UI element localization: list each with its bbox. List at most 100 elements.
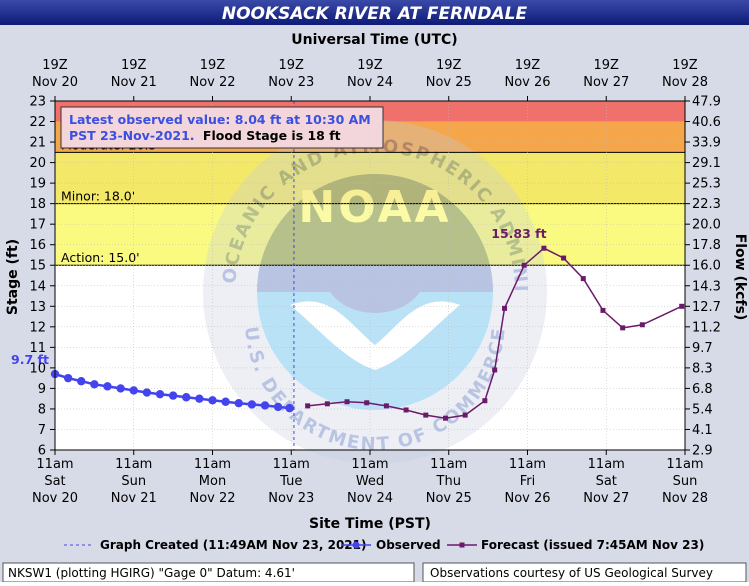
forecast-point (679, 303, 685, 309)
bottom-tick-label-day: Sun (121, 474, 146, 489)
bottom-tick-label-time: 11am (273, 457, 310, 472)
forecast-point (620, 325, 626, 331)
forecast-point (561, 255, 567, 261)
top-axis-ticks: 19Z Nov 20 19Z Nov 21 19Z Nov 22 19Z Nov 23 19Z N… (32, 58, 708, 101)
observed-point (273, 402, 283, 412)
right-tick-label: 14.3 (692, 279, 721, 294)
right-tick-label: 47.9 (692, 95, 721, 110)
right-tick-label: 4.1 (692, 423, 713, 438)
bottom-tick-label-day: Sat (596, 474, 617, 489)
right-tick-label: 22.3 (692, 197, 721, 212)
bottom-tick-label-day: Tue (279, 474, 302, 489)
series-observed (50, 369, 294, 413)
left-tick-label: 23 (29, 95, 46, 110)
observed-point (168, 391, 178, 400)
flood-stage-text: Flood Stage is 18 ft (203, 128, 341, 143)
chart-title: NOOKSACK RIVER AT FERNDALE (222, 4, 528, 24)
right-tick-label: 33.9 (692, 136, 721, 151)
latest-observed-date: PST 23-Nov-2021. (69, 128, 195, 143)
observed-point (208, 396, 217, 405)
legend-observed: Observed (376, 538, 441, 552)
threshold-label: Action: 15.0' (61, 250, 140, 265)
bottom-tick-label-day: Sun (673, 474, 698, 489)
right-tick-label: 9.7 (692, 341, 713, 356)
right-tick-label: 25.3 (692, 177, 721, 192)
bottom-tick-label-date: Nov 28 (662, 491, 708, 506)
title-bar (0, 0, 749, 25)
top-tick-label-hour: 19Z (279, 58, 305, 73)
bottom-tick-label-date: Nov 23 (268, 491, 314, 506)
series-forecast (305, 245, 685, 421)
bottom-tick-label-date: Nov 21 (111, 491, 157, 506)
forecast-point (364, 400, 370, 406)
bottom-tick-label-date: Nov 27 (583, 491, 629, 506)
top-tick-label-date: Nov 20 (32, 75, 78, 90)
top-tick-label-date: Nov 27 (583, 75, 629, 90)
legend-observed-swatch-marker (352, 541, 360, 549)
forecast-point (600, 307, 606, 313)
left-tick-label: 11 (29, 341, 46, 356)
bottom-tick-label-day: Fri (520, 474, 536, 489)
bottom-tick-label-date: Nov 25 (426, 491, 472, 506)
y-axis-right-label: Flow (kcfs) (732, 234, 748, 321)
left-tick-label: 9 (38, 382, 46, 397)
left-tick-label: 6 (38, 444, 46, 459)
threshold-label: Minor: 18.0' (61, 189, 135, 204)
right-tick-label: 17.8 (692, 238, 721, 253)
bottom-tick-label-time: 11am (194, 457, 231, 472)
left-tick-label: 15 (29, 259, 46, 274)
bottom-tick-label-time: 11am (115, 457, 152, 472)
bottom-tick-label-date: Nov 20 (32, 491, 78, 506)
watermark-outer-ring (203, 120, 547, 464)
forecast-point (462, 412, 468, 418)
left-tick-label: 13 (29, 300, 46, 315)
bottom-tick-label-day: Wed (356, 474, 384, 489)
observed-point (129, 386, 138, 395)
right-tick-label: 40.6 (692, 115, 721, 130)
footer-datum: NKSW1 (plotting HGIRG) "Gage 0" Datum: 4… (8, 566, 295, 580)
band-minor (55, 152, 685, 204)
series-line (307, 247, 683, 419)
forecast-point (639, 322, 645, 328)
left-tick-label: 18 (29, 197, 46, 212)
grid-lines (55, 101, 685, 450)
latest-observed-box-frame (60, 106, 384, 149)
right-axis-ticks: 2.9 4.1 5.4 6.8 8.3 9.7 11.2 12.7 14.3 16.0 17.8 20… (685, 95, 721, 459)
forecast-point (442, 415, 448, 421)
top-tick-label-hour: 19Z (594, 58, 620, 73)
bottom-tick-label-time: 11am (666, 457, 703, 472)
top-tick-label-hour: 19Z (436, 58, 462, 73)
forecast-point (482, 398, 488, 404)
bottom-axis-ticks: 11am Sat Nov 20 11am Sun Nov 21 11am Mon Nov 22 1… (32, 450, 708, 506)
forecast-point (502, 305, 508, 311)
forecast-point (423, 412, 429, 418)
bottom-tick-label-day: Mon (199, 474, 226, 489)
top-tick-label-hour: 19Z (515, 58, 541, 73)
bottom-tick-label-date: Nov 22 (189, 491, 235, 506)
left-tick-label: 7 (38, 423, 46, 438)
legend-graph-created: Graph Created (11:49AM Nov 23, 2021) (100, 538, 366, 552)
top-tick-label-hour: 19Z (42, 58, 68, 73)
top-tick-label-hour: 19Z (672, 58, 698, 73)
left-tick-label: 22 (29, 115, 46, 130)
point-label: 15.83 ft (491, 226, 546, 241)
series-layer (50, 245, 685, 421)
left-tick-label: 8 (38, 402, 46, 417)
right-tick-label: 11.2 (692, 320, 721, 335)
top-tick-label-date: Nov 25 (426, 75, 472, 90)
legend: Graph Created (11:49AM Nov 23, 2021) Obs… (64, 538, 704, 552)
bottom-tick-label-time: 11am (509, 457, 546, 472)
legend-forecast-swatch-marker (459, 542, 465, 548)
top-tick-label-hour: 19Z (200, 58, 226, 73)
right-tick-label: 2.9 (692, 444, 713, 459)
observed-point (285, 403, 294, 413)
observed-point (77, 377, 86, 386)
observed-point (63, 373, 73, 383)
observed-point (195, 394, 204, 403)
forecast-point (403, 407, 409, 413)
right-tick-label: 16.0 (692, 259, 721, 274)
left-tick-label: 16 (29, 238, 46, 253)
forecast-point (324, 401, 330, 407)
